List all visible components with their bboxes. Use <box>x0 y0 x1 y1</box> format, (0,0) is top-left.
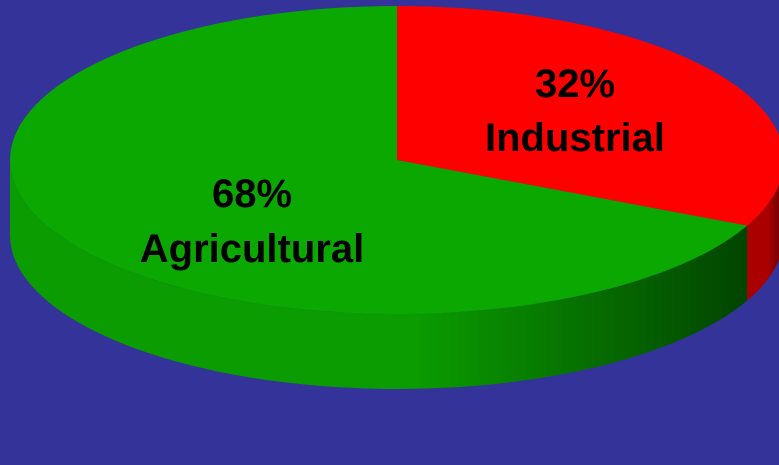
pie-labels: 32% Industrial 68% Agricultural <box>140 62 665 271</box>
slice-agricultural-value-label: 68% <box>212 172 292 216</box>
pie-sides <box>10 160 779 389</box>
slice-agricultural-name-label: Agricultural <box>140 227 364 271</box>
slice-agricultural <box>10 6 748 315</box>
slice-industrial-side <box>747 184 779 301</box>
slice-industrial-name-label: Industrial <box>485 116 665 160</box>
slice-agricultural-side <box>10 160 748 389</box>
pie-tops <box>10 6 779 315</box>
slice-industrial <box>397 6 779 226</box>
slice-industrial-value-label: 32% <box>535 62 615 106</box>
